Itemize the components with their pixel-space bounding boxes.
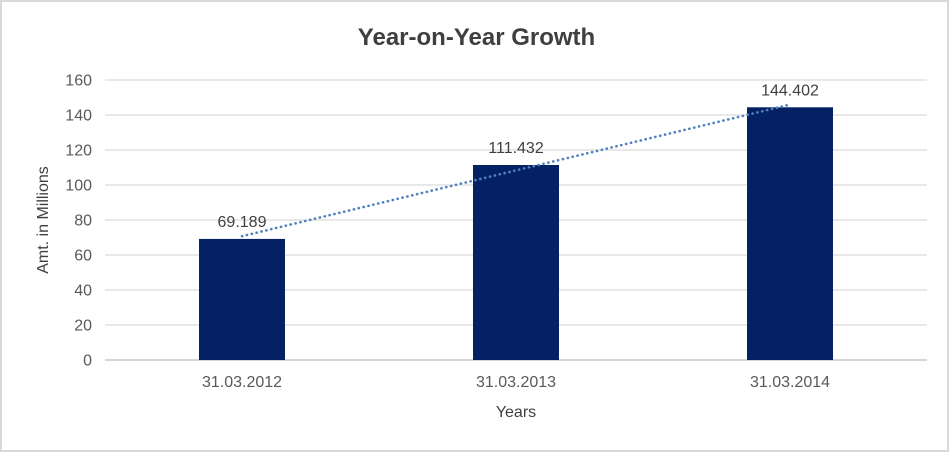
y-tick-label: 160 xyxy=(65,73,92,90)
trendline xyxy=(240,103,792,238)
bar-31.03.2014 xyxy=(747,107,833,360)
y-tick-label: 0 xyxy=(83,353,92,370)
y-tick-label: 140 xyxy=(65,108,92,125)
bar-data-label: 111.432 xyxy=(488,140,544,157)
y-tick-label: 100 xyxy=(65,178,92,195)
chart-title: Year-on-Year Growth xyxy=(357,24,596,51)
x-tick-label: 31.03.2013 xyxy=(476,374,556,391)
y-tick-label: 120 xyxy=(65,143,92,160)
y-tick-label: 80 xyxy=(74,213,92,230)
x-axis-title: Years xyxy=(495,404,537,421)
y-tick-label: 40 xyxy=(74,283,92,300)
bar-31.03.2012 xyxy=(199,238,285,360)
bar-data-label: 144.402 xyxy=(761,82,819,99)
y-tick-label: 60 xyxy=(74,248,92,265)
x-tick-label: 31.03.2014 xyxy=(750,374,830,391)
bar-31.03.2013 xyxy=(473,164,559,360)
bar-data-label: 69.189 xyxy=(218,214,267,231)
y-tick-label: 20 xyxy=(74,318,92,335)
x-tick-label: 31.03.2012 xyxy=(202,374,282,391)
